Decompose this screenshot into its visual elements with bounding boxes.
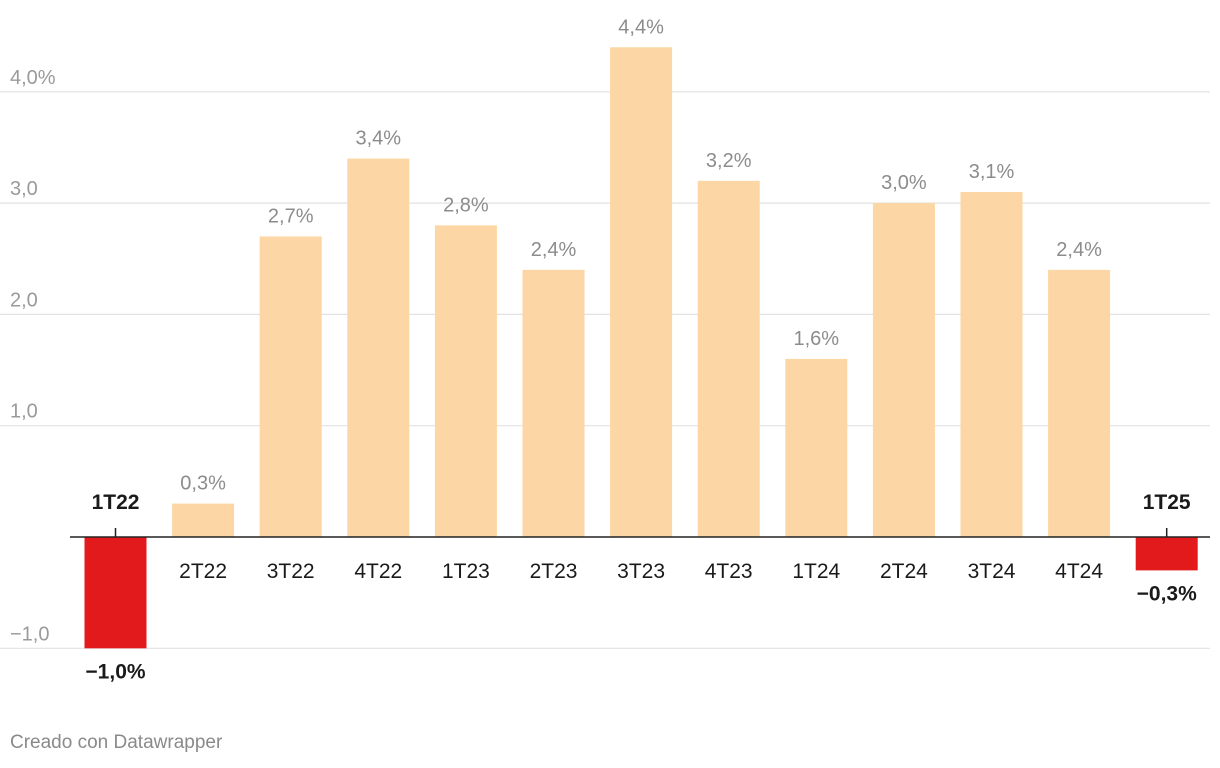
value-label: −1,0%: [85, 660, 145, 683]
x-category-label: 2T22: [179, 560, 227, 583]
y-tick-label: 4,0%: [10, 67, 56, 89]
value-label: 2,4%: [1056, 239, 1102, 261]
y-tick-label: 3,0: [10, 178, 38, 200]
y-tick-label: −1,0: [10, 623, 49, 645]
x-axis-category-labels: 1T22 2T22 3T22 4T22 1T23 2T23 3T23 4T23 1T24 2T24…: [92, 491, 1191, 583]
x-category-label: 1T23: [442, 560, 490, 583]
x-category-label: 4T23: [705, 560, 753, 583]
bar: [84, 537, 147, 649]
bars: [84, 47, 1198, 649]
value-label: 3,2%: [706, 150, 752, 172]
bar: [1048, 269, 1111, 537]
bar: [872, 203, 935, 537]
value-label: 0,3%: [180, 473, 226, 495]
x-category-label: 3T24: [968, 560, 1016, 583]
bar: [347, 158, 410, 537]
value-labels: −1,0% 0,3% 2,7% 3,4% 2,8% 2,4% 4,4% 3,2% 1,6% 3,0…: [85, 16, 1197, 683]
value-label: 1,6%: [794, 328, 840, 350]
value-label: 4,4%: [618, 16, 664, 38]
credit-text: Creado con Datawrapper: [10, 732, 223, 753]
value-label: 3,1%: [969, 161, 1015, 183]
x-category-label: 2T24: [880, 560, 928, 583]
value-label: 2,7%: [268, 205, 314, 227]
x-category-label: 3T23: [617, 560, 665, 583]
bar: [434, 225, 497, 538]
bar: [172, 503, 235, 537]
x-category-label: 4T22: [354, 560, 402, 583]
value-label: 3,0%: [881, 172, 927, 194]
bar: [522, 269, 585, 537]
x-category-label: 1T24: [792, 560, 840, 583]
value-label: 3,4%: [356, 128, 402, 150]
x-category-label: 2T23: [530, 560, 578, 583]
bar: [960, 191, 1023, 537]
y-axis-ticks: −1,0 1,0 2,0 3,0 4,0%: [10, 67, 56, 645]
x-category-label: 1T25: [1143, 491, 1191, 514]
value-label: 2,4%: [531, 239, 577, 261]
value-label: 2,8%: [443, 194, 489, 216]
bar: [610, 47, 673, 537]
bar: [785, 358, 848, 537]
x-category-label: 1T22: [92, 491, 140, 514]
x-category-label: 4T24: [1055, 560, 1103, 583]
bar: [259, 236, 322, 538]
y-tick-label: 2,0: [10, 289, 38, 311]
x-axis-tick-marks: [114, 528, 1168, 537]
bar: [697, 180, 760, 537]
y-tick-label: 1,0: [10, 401, 38, 423]
value-label: −0,3%: [1137, 582, 1197, 605]
bar: [1135, 537, 1198, 571]
x-category-label: 3T22: [267, 560, 315, 583]
